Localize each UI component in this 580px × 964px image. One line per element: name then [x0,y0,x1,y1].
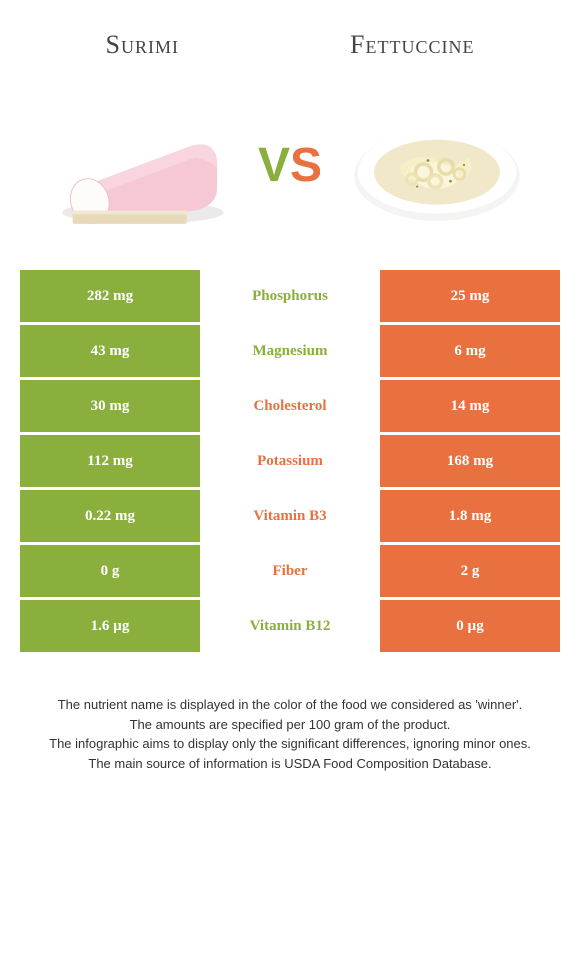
value-right: 168 mg [380,435,560,487]
value-left: 0.22 mg [20,490,200,542]
fettuccine-image [342,90,532,240]
surimi-image [48,90,238,240]
nutrient-row: 30 mgCholesterol14 mg [20,380,560,432]
value-left: 112 mg [20,435,200,487]
value-right: 25 mg [380,270,560,322]
nutrient-label: Vitamin B3 [200,490,380,542]
nutrient-row: 282 mgPhosphorus25 mg [20,270,560,322]
header: Surimi Fettuccine [0,0,580,70]
nutrient-label: Phosphorus [200,270,380,322]
footer-line-1: The nutrient name is displayed in the co… [30,695,550,715]
footer-line-4: The main source of information is USDA F… [30,754,550,774]
nutrient-row: 43 mgMagnesium6 mg [20,325,560,377]
vs-s: S [290,139,322,192]
vs-label: VS [258,138,322,193]
title-right: Fettuccine [350,30,474,60]
value-left: 1.6 µg [20,600,200,652]
value-left: 0 g [20,545,200,597]
nutrient-row: 1.6 µgVitamin B120 µg [20,600,560,652]
nutrient-label: Potassium [200,435,380,487]
nutrient-label: Magnesium [200,325,380,377]
footer: The nutrient name is displayed in the co… [0,655,580,793]
value-right: 2 g [380,545,560,597]
title-left: Surimi [106,30,179,60]
nutrient-label: Fiber [200,545,380,597]
vs-v: V [258,139,290,192]
nutrient-row: 0.22 mgVitamin B31.8 mg [20,490,560,542]
vs-row: VS [0,70,580,270]
value-right: 14 mg [380,380,560,432]
value-right: 0 µg [380,600,560,652]
nutrient-label: Cholesterol [200,380,380,432]
nutrient-table: 282 mgPhosphorus25 mg43 mgMagnesium6 mg3… [0,270,580,652]
value-right: 1.8 mg [380,490,560,542]
nutrient-row: 112 mgPotassium168 mg [20,435,560,487]
value-left: 43 mg [20,325,200,377]
value-left: 30 mg [20,380,200,432]
nutrient-row: 0 gFiber2 g [20,545,560,597]
value-left: 282 mg [20,270,200,322]
value-right: 6 mg [380,325,560,377]
footer-line-3: The infographic aims to display only the… [30,734,550,754]
footer-line-2: The amounts are specified per 100 gram o… [30,715,550,735]
nutrient-label: Vitamin B12 [200,600,380,652]
